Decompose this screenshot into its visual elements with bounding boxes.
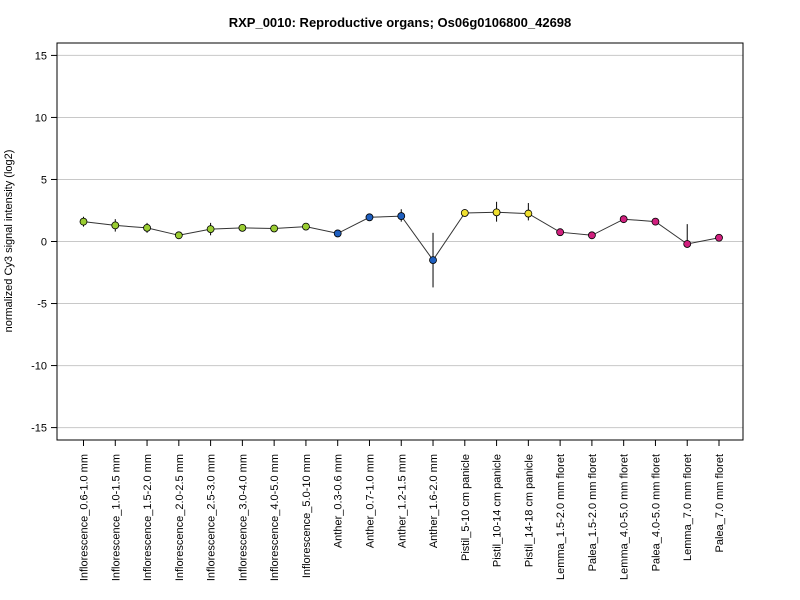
- y-tick-label: 0: [41, 237, 47, 249]
- x-tick-label: Lemma_7.0 mm floret: [682, 454, 694, 561]
- y-tick-label: 15: [35, 50, 47, 62]
- data-point: [556, 228, 565, 237]
- x-tick-label: Inflorescence_2.5-3.0 mm: [206, 454, 218, 581]
- data-point: [174, 231, 183, 240]
- x-tick-label: Inflorescence_2.0-2.5 mm: [174, 454, 186, 581]
- data-point: [333, 229, 342, 238]
- data-point: [524, 209, 533, 218]
- data-point: [79, 217, 88, 226]
- data-point: [683, 240, 692, 248]
- x-tick-label: Inflorescence_1.5-2.0 mm: [142, 454, 154, 581]
- data-point: [270, 224, 279, 233]
- data-point: [651, 217, 660, 226]
- x-tick-label: Inflorescence_1.0-1.5 mm: [110, 454, 122, 581]
- data-point: [429, 256, 437, 265]
- x-tick-label: Inflorescence_4.0-5.0 mm: [269, 454, 281, 581]
- x-tick-label: Palea_1.5-2.0 mm floret: [587, 454, 599, 571]
- y-tick-label: -5: [37, 299, 47, 311]
- x-tick-label: Anther_0.3-0.6 mm: [333, 454, 345, 548]
- data-point: [111, 221, 120, 230]
- x-tick-label: Pistil_5-10 cm panicle: [460, 454, 472, 561]
- x-axis: Inflorescence_0.6-1.0 mm Inflorescence_1.…: [79, 440, 726, 581]
- x-tick-label: Inflorescence_5.0-10 mm: [301, 454, 313, 578]
- data-point: [397, 212, 406, 220]
- x-tick-label: Anther_1.6-2.0 mm: [428, 454, 440, 548]
- chart-title: RXP_0010: Reproductive organs; Os06g0106…: [229, 15, 572, 30]
- data-point: [460, 209, 469, 217]
- grid-lines: [57, 54, 743, 429]
- x-tick-label: Inflorescence_0.6-1.0 mm: [79, 454, 91, 581]
- data-point: [619, 215, 628, 224]
- y-axis-label: normalized Cy3 signal intensity (log2): [3, 150, 15, 333]
- x-tick-label: Anther_1.2-1.5 mm: [396, 454, 408, 548]
- data-point: [302, 222, 310, 231]
- data-point: [238, 223, 247, 232]
- x-tick-label: Inflorescence_3.0-4.0 mm: [237, 454, 249, 581]
- y-tick-label: -15: [31, 423, 47, 435]
- data-point: [715, 233, 723, 242]
- x-tick-label: Palea_4.0-5.0 mm floret: [650, 454, 662, 571]
- x-tick-label: Pistil_10-14 cm panicle: [492, 454, 504, 567]
- y-tick-label: 5: [41, 174, 47, 186]
- series: [79, 201, 723, 288]
- x-tick-label: Anther_0.7-1.0 mm: [364, 454, 376, 548]
- x-tick-label: Lemma_4.0-5.0 mm floret: [619, 454, 631, 580]
- x-tick-label: Lemma_1.5-2.0 mm floret: [555, 454, 567, 580]
- y-tick-label: -10: [31, 361, 47, 373]
- x-tick-label: Pistil_14-18 cm panicle: [523, 454, 535, 567]
- x-tick-label: Palea_7.0 mm floret: [714, 454, 726, 552]
- data-point: [206, 225, 215, 233]
- data-point: [365, 213, 374, 222]
- y-axis: 15 10 5 0 -5 -10 -15: [31, 50, 57, 435]
- data-point: [143, 223, 151, 232]
- data-point: [492, 208, 501, 217]
- y-tick-label: 10: [35, 112, 47, 124]
- data-point: [588, 231, 596, 240]
